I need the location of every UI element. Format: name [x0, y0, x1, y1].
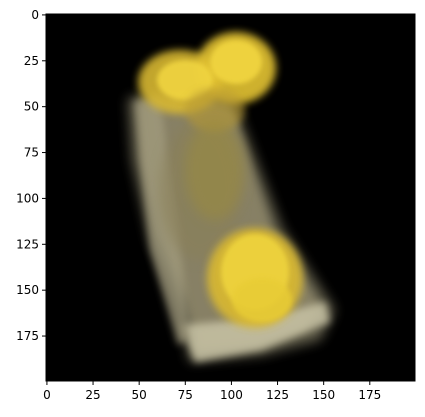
x-tick-label: 75	[178, 388, 193, 402]
top-yellow-blob	[138, 32, 276, 132]
y-tick-label: 25	[24, 54, 39, 68]
y-tick-label: 75	[24, 146, 39, 160]
y-tick-label: 175	[16, 329, 39, 343]
x-tick-label: 25	[85, 388, 100, 402]
mid-yellow-tone	[185, 120, 245, 220]
y-axis: 0 25 50 75 100 125 150 175	[16, 8, 46, 343]
x-tick-label: 50	[132, 388, 147, 402]
x-tick-label: 175	[358, 388, 381, 402]
axes-frame	[45, 13, 416, 382]
x-tick-label: 0	[43, 388, 51, 402]
y-tick-label: 0	[31, 8, 39, 22]
x-axis: 0 25 50 75 100 125 150 175	[43, 381, 381, 402]
y-tick-label: 50	[24, 100, 39, 114]
y-tick-label: 125	[16, 237, 39, 251]
x-tick-label: 150	[312, 388, 335, 402]
image-area	[46, 14, 415, 381]
y-tick-label: 100	[16, 191, 39, 205]
x-tick-label: 100	[220, 388, 243, 402]
y-tick-label: 150	[16, 283, 39, 297]
x-tick-label: 125	[266, 388, 289, 402]
bottom-yellow-blob	[207, 228, 303, 328]
